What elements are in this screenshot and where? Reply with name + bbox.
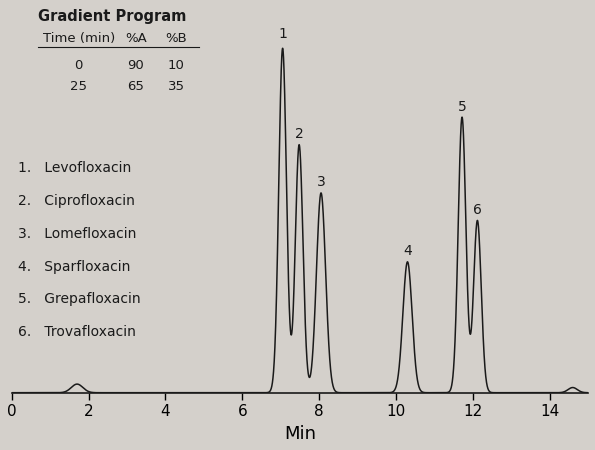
Text: Time (min): Time (min) <box>43 32 115 45</box>
Text: 4: 4 <box>403 244 412 258</box>
Text: 3.   Lomefloxacin: 3. Lomefloxacin <box>17 227 136 241</box>
Text: 6.   Trovafloxacin: 6. Trovafloxacin <box>17 325 136 339</box>
Text: 1: 1 <box>278 27 287 41</box>
Text: 6: 6 <box>473 203 482 217</box>
Text: 3: 3 <box>317 176 325 189</box>
Text: 1.   Levofloxacin: 1. Levofloxacin <box>17 161 131 175</box>
Text: %A: %A <box>125 32 146 45</box>
Text: 4.   Sparfloxacin: 4. Sparfloxacin <box>17 260 130 274</box>
Text: %B: %B <box>165 32 187 45</box>
Text: 5.   Grepafloxacin: 5. Grepafloxacin <box>17 292 140 306</box>
Text: 65: 65 <box>127 80 144 93</box>
Text: 2.   Ciprofloxacin: 2. Ciprofloxacin <box>17 194 134 208</box>
Text: 90: 90 <box>127 59 144 72</box>
Text: 5: 5 <box>458 100 466 114</box>
Text: Gradient Program: Gradient Program <box>39 9 187 24</box>
Text: 0: 0 <box>74 59 82 72</box>
Text: 25: 25 <box>70 80 86 93</box>
Text: 2: 2 <box>295 127 303 141</box>
Text: 35: 35 <box>168 80 184 93</box>
Text: 10: 10 <box>168 59 184 72</box>
X-axis label: Min: Min <box>284 425 316 443</box>
